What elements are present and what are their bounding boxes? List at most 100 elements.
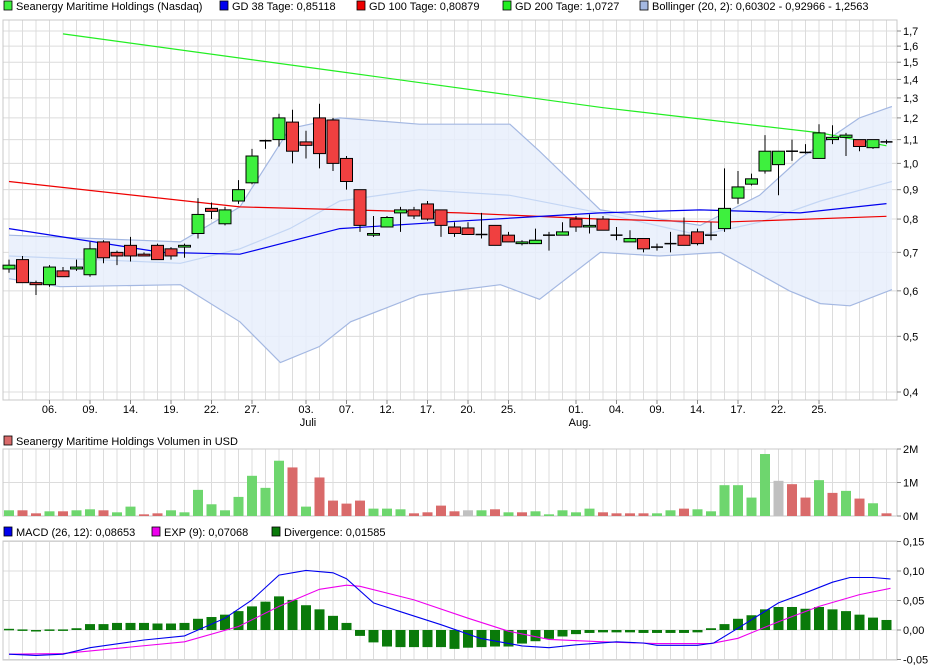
candle-up [623,238,637,243]
bollinger-mid-line [8,180,893,264]
price-y-tick-label: 1,0 [903,158,918,170]
volume-bar [17,510,28,516]
candle-up [758,150,772,172]
x-tick-label: 09. [649,404,664,416]
candle-up [583,224,596,228]
volume-bar [827,492,838,516]
divergence-bar [665,630,676,633]
divergence-bar [490,630,500,647]
volume-bar [746,497,757,516]
volume-bar [395,509,406,516]
candle-up [515,241,529,245]
divergence-bar [449,630,460,649]
candle-down [407,209,421,217]
candle-down [137,253,151,257]
divergence-bar [17,629,28,631]
divergence-bar [827,609,838,630]
volume-bar [220,510,230,516]
legend-swatch-volume [3,435,13,446]
legend-price: Seanergy Maritime Holdings (Nasdaq) [16,1,202,13]
divergence-bar [814,606,824,630]
candle-down [596,218,610,231]
candle-down [691,231,704,245]
candle-down [313,117,326,155]
volume-bar [611,513,622,516]
bollinger-fill [9,106,892,363]
divergence-bar [800,608,811,630]
volume-bar [584,508,595,516]
volume-bar [179,512,190,516]
divergence-bar [233,611,244,630]
volume-bar [868,503,878,516]
volume-bar [638,513,649,516]
candle-up [218,209,232,225]
candle-down [29,282,43,286]
volume-bar [341,503,352,516]
divergence-bar [152,623,163,630]
x-tick-label: 19. [163,404,178,416]
volume-bar [125,506,136,516]
macd-y-tick-label: 0,05 [903,596,924,608]
macd-legend: MACD (26, 12): 0,08653 EXP (9): 0,07068 … [3,526,386,539]
volume-bar [274,460,284,516]
divergence-bar [179,622,190,630]
volume-bar [706,511,716,516]
volume-bar [166,510,176,516]
divergence-bar [355,630,365,636]
volume-bar [44,511,55,516]
candle-up [812,132,826,159]
volume-bar [557,510,568,516]
macd-y-tick-label: 0,15 [903,537,924,549]
volume-bar [152,513,163,516]
macd-y-tick-label: 0,00 [903,625,924,637]
candle-up [245,155,259,184]
divergence-bar [220,614,230,630]
candle-up [529,239,542,245]
price-y-tick-label: 0,4 [903,387,918,399]
legend-exp: EXP (9): 0,07068 [164,527,248,539]
divergence-bar [85,624,95,630]
candle-down [164,248,178,257]
candle-up [394,209,407,214]
candle-down [569,218,583,228]
candles [2,103,893,296]
x-tick-label: 01. [568,404,583,416]
volume-bar [787,484,797,516]
volume-bar [139,514,149,516]
price-y-tick-label: 0,6 [903,286,918,298]
volume-bar [814,480,824,516]
legend-gd200: GD 200 Tage: 1,0727 [515,1,619,13]
candle-down [448,226,461,235]
volume-bar [841,490,851,516]
divergence-bar [274,596,284,630]
divergence-bar [409,630,419,648]
candle-down [502,234,515,243]
candle-up [232,189,245,202]
volume-bar [463,510,473,516]
legend-gd100: GD 100 Tage: 0,80879 [369,1,480,13]
candle-down [151,244,164,261]
candle-up [745,178,758,185]
candle-down [56,270,70,278]
legend-gd38: GD 38 Tage: 0,85118 [232,1,336,13]
volume-bar [98,510,109,516]
price-y-tick-label: 0,9 [903,185,918,197]
legend-macd: MACD (26, 12): 0,08653 [16,527,135,539]
volume-bar [719,485,730,516]
legend-bollinger: Bollinger (20, 2): 0,60302 - 0,92966 - 1… [652,1,868,13]
volume-bar [881,513,892,516]
candle-down [461,227,475,235]
legend-swatch-divergence [271,526,281,537]
candle-up [367,233,380,236]
candle-up [70,266,83,270]
candle-up [272,117,286,141]
divergence-bar [395,630,406,648]
month-label-aug: Aug. [569,417,592,429]
divergence-bar [746,615,757,630]
candle-down [853,139,866,148]
volume-bar [58,511,68,516]
x-tick-label: 22. [771,404,786,416]
price-y-tick-label: 0,5 [903,331,918,343]
candle-up [839,134,853,138]
price-y-tick-label: 1,3 [903,93,918,105]
